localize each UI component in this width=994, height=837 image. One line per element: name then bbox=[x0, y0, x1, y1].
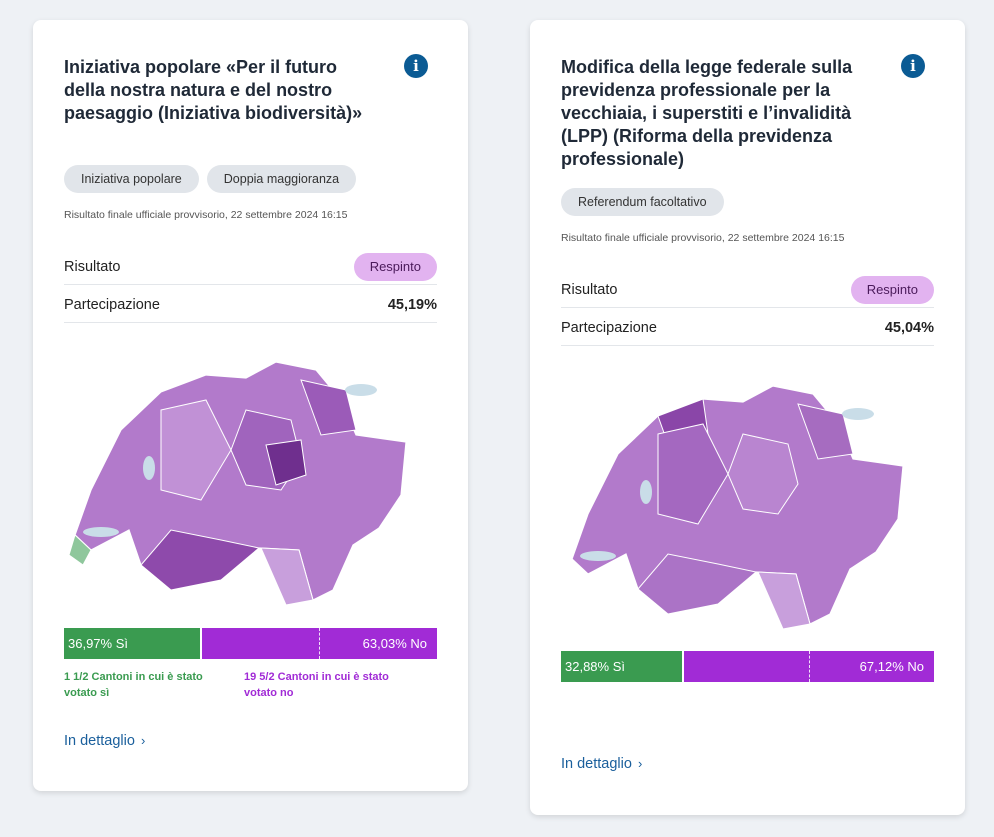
result-badge: Respinto bbox=[353, 252, 437, 281]
yes-share-bar: 36,97% Sì bbox=[64, 628, 202, 659]
no-share-label: 63,03% No bbox=[362, 636, 427, 651]
tag-optional-referendum: Referendum facoltativo bbox=[561, 188, 724, 216]
no-share-bar: 67,12% No bbox=[683, 651, 934, 682]
vote-result-bar: 36,97% Sì 63,03% No bbox=[64, 628, 437, 659]
tag-popular-initiative: Iniziativa popolare bbox=[64, 165, 199, 193]
info-icon[interactable]: i bbox=[901, 54, 925, 78]
info-icon[interactable]: i bbox=[404, 54, 428, 78]
vote-title: Iniziativa popolare «Per il futuro della… bbox=[64, 57, 363, 123]
vote-card-lpp-reform: Modifica della legge federale sulla prev… bbox=[530, 20, 965, 815]
yes-share-label: 32,88% Sì bbox=[565, 659, 625, 674]
detail-link[interactable]: In dettaglio › bbox=[64, 733, 145, 749]
turnout-value: 45,04% bbox=[884, 319, 934, 336]
result-badge: Respinto bbox=[850, 275, 934, 304]
tag-list: Referendum facoltativo bbox=[561, 188, 724, 216]
chevron-right-icon: › bbox=[140, 733, 146, 748]
vote-card-biodiversity: Iniziativa popolare «Per il futuro della… bbox=[33, 20, 468, 791]
yes-share-bar: 32,88% Sì bbox=[561, 651, 684, 682]
detail-link[interactable]: In dettaglio › bbox=[561, 756, 642, 772]
switzerland-map-icon[interactable] bbox=[61, 350, 441, 610]
no-share-label: 67,12% No bbox=[859, 659, 924, 674]
result-label: Risultato bbox=[561, 281, 618, 298]
turnout-label: Partecipazione bbox=[64, 296, 160, 313]
detail-link-label: In dettaglio bbox=[64, 733, 135, 749]
turnout-row: Partecipazione 45,04% bbox=[561, 310, 934, 346]
result-row: Risultato Respinto bbox=[64, 249, 437, 285]
turnout-row: Partecipazione 45,19% bbox=[64, 287, 437, 323]
result-label: Risultato bbox=[64, 258, 121, 275]
turnout-label: Partecipazione bbox=[561, 319, 657, 336]
majority-line bbox=[808, 651, 810, 682]
switzerland-map-icon[interactable] bbox=[558, 374, 938, 634]
result-status: Risultato finale ufficiale provvisorio, … bbox=[64, 209, 348, 221]
yes-share-label: 36,97% Sì bbox=[68, 636, 128, 651]
tag-double-majority: Doppia maggioranza bbox=[206, 165, 357, 193]
result-status: Risultato finale ufficiale provvisorio, … bbox=[561, 232, 845, 244]
majority-line bbox=[319, 628, 321, 659]
no-share-bar: 63,03% No bbox=[201, 628, 437, 659]
turnout-value: 45,19% bbox=[387, 296, 437, 313]
chevron-right-icon: › bbox=[637, 756, 643, 771]
cantons-no: 19 5/2 Cantoni in cui è stato votato no bbox=[244, 671, 389, 699]
cantons-yes: 1 1/2 Cantoni in cui è stato votato sì bbox=[64, 671, 203, 699]
result-row: Risultato Respinto bbox=[561, 272, 934, 308]
vote-result-bar: 32,88% Sì 67,12% No bbox=[561, 651, 934, 682]
vote-title: Modifica della legge federale sulla prev… bbox=[561, 57, 853, 169]
tag-list: Iniziativa popolare Doppia maggioranza bbox=[64, 165, 357, 193]
detail-link-label: In dettaglio bbox=[561, 756, 632, 772]
